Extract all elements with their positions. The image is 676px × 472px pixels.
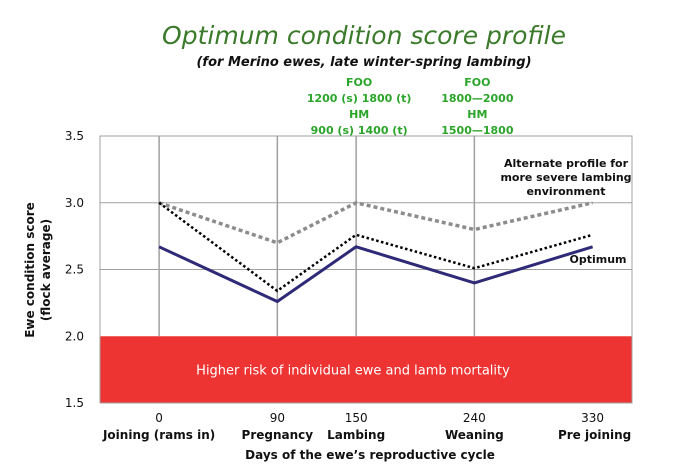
x-tick-label: 330 [581, 411, 604, 425]
lambing-foo-annotation: 900 (s) 1400 (t) [311, 124, 408, 137]
y-tick-label: 2.5 [65, 263, 84, 277]
alternate-profile-label: more severe lambing [500, 171, 631, 184]
lambing-foo-annotation: HM [349, 108, 369, 121]
x-axis-label: Days of the ewe’s reproductive cycle [245, 448, 495, 462]
lambing-foo-annotation: 1200 (s) 1800 (t) [307, 92, 412, 105]
risk-zone-label: Higher risk of individual ewe and lamb m… [196, 364, 510, 379]
weaning-foo-annotation: FOO [464, 76, 490, 89]
plot-frame [99, 135, 633, 404]
x-tick-label: 90 [270, 411, 285, 425]
series-line-dashed [158, 200, 593, 245]
series-line-solid [158, 245, 594, 304]
x-category-label: Pregnancy [242, 428, 314, 442]
weaning-foo-annotation: 1500—1800 [441, 124, 514, 137]
plot-area: Higher risk of individual ewe and lamb m… [65, 76, 633, 442]
x-category-label: Weaning [445, 428, 504, 442]
chart-title: Optimum condition score profile [162, 21, 566, 50]
y-tick-label: 1.5 [65, 396, 84, 410]
y-axis-label-line1: Ewe condition score [23, 202, 37, 338]
weaning-foo-annotation: HM [467, 108, 487, 121]
chart-subtitle: (for Merino ewes, late winter-spring lam… [196, 55, 531, 70]
x-tick-label: 240 [463, 411, 486, 425]
y-axis-label-line2: (flock average) [39, 219, 53, 321]
lambing-foo-annotation: FOO [346, 76, 372, 89]
x-tick-label: 0 [155, 411, 163, 425]
alternate-profile-label: environment [526, 185, 605, 198]
y-tick-label: 3.0 [65, 196, 84, 210]
optimum-series-label: Optimum [569, 253, 626, 266]
y-tick-label: 2.0 [65, 329, 84, 343]
x-category-label: Lambing [327, 428, 385, 442]
x-category-label: Pre joining [558, 428, 631, 442]
alternate-profile-label: Alternate profile for [504, 157, 629, 170]
weaning-foo-annotation: 1800—2000 [441, 92, 514, 105]
x-tick-label: 150 [345, 411, 368, 425]
x-category-label: Joining (rams in) [102, 428, 215, 442]
y-tick-label: 3.5 [65, 129, 84, 143]
risk-zone-band [100, 336, 632, 403]
